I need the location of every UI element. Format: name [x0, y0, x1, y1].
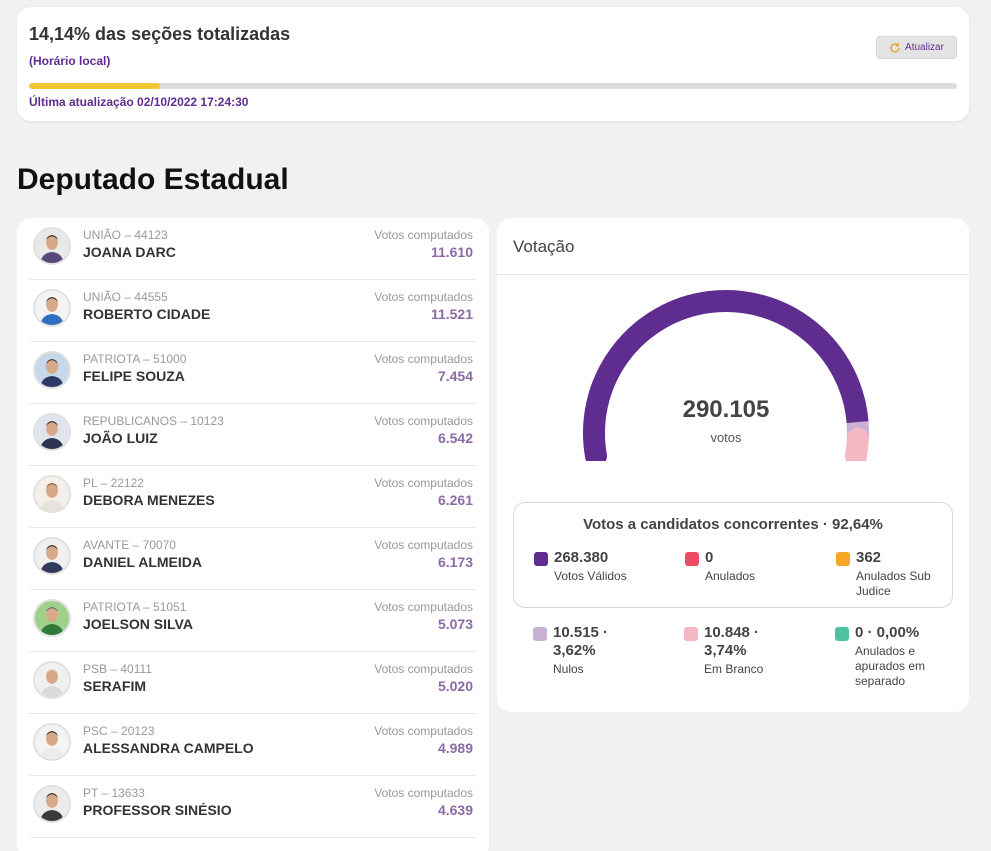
candidate-row[interactable]: PSC – 20123 ALESSANDRA CAMPELO Votos com…: [29, 714, 476, 776]
votes-computed-label: Votos computados: [374, 600, 473, 614]
candidate-party: UNIÃO – 44123: [83, 228, 168, 242]
gauge-segment-blank: [844, 427, 869, 461]
votes-computed-label: Votos computados: [374, 786, 473, 800]
candidate-row[interactable]: UNIÃO – 44123 JOANA DARC Votos computado…: [29, 218, 476, 280]
votes-computed-label: Votos computados: [374, 662, 473, 676]
stat-color-swatch: [533, 627, 547, 641]
section-title: Deputado Estadual: [17, 163, 289, 196]
stat-value: 268.380: [554, 549, 609, 566]
candidate-avatar: [33, 289, 71, 327]
summary-title: Votos a candidatos concorrentes · 92,64%: [583, 516, 883, 533]
candidate-avatar: [33, 537, 71, 575]
stat-color-swatch: [835, 627, 849, 641]
refresh-button[interactable]: Atualizar: [876, 36, 957, 59]
candidate-row[interactable]: PT – 13633 PROFESSOR SINÉSIO Votos compu…: [29, 776, 476, 838]
total-votes-value: 290.105: [682, 396, 770, 423]
candidate-avatar: [33, 475, 71, 513]
totalization-progress-fill: [29, 83, 161, 89]
votes-computed-label: Votos computados: [374, 538, 473, 552]
candidate-votes: 6.542: [437, 430, 473, 446]
stat-color-swatch: [836, 552, 850, 566]
stat-label: Em Branco: [704, 662, 764, 676]
stat-value: 362: [856, 549, 882, 566]
stat-value: 10.515 · 3,62%: [553, 624, 609, 659]
candidate-votes: 6.173: [437, 554, 473, 570]
stat-color-swatch: [684, 627, 698, 641]
voting-card: Votação 290.105 votos Votos a candidatos…: [497, 218, 969, 712]
sections-totalized-title: 14,14% das seções totalizadas: [29, 24, 291, 44]
voting-header: Votação: [497, 218, 969, 275]
votes-gauge: [583, 290, 869, 461]
candidate-name: PROFESSOR SINÉSIO: [83, 802, 232, 818]
votes-computed-label: Votos computados: [374, 414, 473, 428]
candidate-name: ROBERTO CIDADE: [83, 306, 211, 322]
candidate-party: PATRIOTA – 51000: [83, 352, 187, 366]
totalization-progress-bar: [29, 83, 957, 89]
candidate-name: JOANA DARC: [83, 244, 176, 260]
candidate-name: DEBORA MENEZES: [83, 492, 215, 508]
stat-label: Nulos: [553, 662, 584, 676]
votes-computed-label: Votos computados: [374, 724, 473, 738]
candidate-list: UNIÃO – 44123 JOANA DARC Votos computado…: [17, 218, 489, 851]
stat-label: Anulados Sub Judice: [856, 569, 931, 598]
candidate-votes: 6.261: [437, 492, 473, 508]
candidate-row[interactable]: PATRIOTA – 51051 JOELSON SILVA Votos com…: [29, 590, 476, 652]
stat-value: 0: [705, 549, 714, 566]
candidate-votes: 5.073: [437, 616, 473, 632]
stat-value: 10.848 · 3,74%: [704, 624, 760, 659]
stat-value: 0 · 0,00%: [855, 624, 920, 641]
votes-computed-label: Votos computados: [374, 290, 473, 304]
candidate-votes: 7.454: [437, 368, 473, 384]
candidate-votes: 4.989: [437, 740, 473, 756]
stat-label: Anulados e apurados em separado: [855, 644, 926, 688]
status-card: 14,14% das seções totalizadas (Horário l…: [17, 7, 969, 121]
votes-computed-label: Votos computados: [374, 228, 473, 242]
candidate-avatar: [33, 723, 71, 761]
candidate-row[interactable]: REPUBLICANOS – 10123 JOÃO LUIZ Votos com…: [29, 404, 476, 466]
candidate-avatar: [33, 785, 71, 823]
stat-label: Anulados: [705, 569, 756, 583]
competing-candidates-summary: Votos a candidatos concorrentes · 92,64%…: [513, 502, 953, 608]
candidate-row[interactable]: PATRIOTA – 51000 FELIPE SOUZA Votos comp…: [29, 342, 476, 404]
refresh-icon: [889, 42, 901, 54]
candidate-name: JOELSON SILVA: [83, 616, 193, 632]
candidate-name: FELIPE SOUZA: [83, 368, 185, 384]
stat-color-swatch: [534, 552, 548, 566]
voting-title: Votação: [513, 237, 575, 256]
candidate-party: PATRIOTA – 51051: [83, 600, 187, 614]
candidate-party: REPUBLICANOS – 10123: [83, 414, 224, 428]
candidate-row[interactable]: PSB – 40111 SERAFIM Votos computados 5.0…: [29, 652, 476, 714]
candidate-avatar: [33, 661, 71, 699]
candidate-avatar: [33, 227, 71, 265]
candidate-row[interactable]: PL – 22122 DEBORA MENEZES Votos computad…: [29, 466, 476, 528]
candidate-name: DANIEL ALMEIDA: [83, 554, 202, 570]
candidate-party: PSC – 20123: [83, 724, 155, 738]
candidate-row[interactable]: AVANTE – 70070 DANIEL ALMEIDA Votos comp…: [29, 528, 476, 590]
votes-computed-label: Votos computados: [374, 352, 473, 366]
refresh-label: Atualizar: [905, 42, 944, 53]
candidate-votes: 4.639: [437, 802, 473, 818]
candidate-votes: 11.610: [430, 244, 473, 260]
candidate-party: PT – 13633: [83, 786, 145, 800]
local-time-note: (Horário local): [29, 54, 111, 68]
votes-computed-label: Votos computados: [374, 476, 473, 490]
candidate-party: UNIÃO – 44555: [83, 290, 168, 304]
candidate-votes: 11.521: [430, 306, 473, 322]
candidate-name: SERAFIM: [83, 678, 146, 694]
gauge-segment-valid: [583, 290, 869, 461]
candidate-name: JOÃO LUIZ: [83, 430, 158, 446]
candidate-avatar: [33, 351, 71, 389]
candidate-avatar: [33, 599, 71, 637]
stat-color-swatch: [685, 552, 699, 566]
total-votes-unit: votos: [710, 430, 742, 445]
candidate-row[interactable]: UNIÃO – 44555 ROBERTO CIDADE Votos compu…: [29, 280, 476, 342]
candidate-votes: 5.020: [437, 678, 473, 694]
candidate-name: ALESSANDRA CAMPELO: [83, 740, 254, 756]
stat-label: Votos Válidos: [554, 569, 627, 583]
candidate-party: PSB – 40111: [83, 662, 152, 676]
last-update-text: Última atualização 02/10/2022 17:24:30: [29, 95, 249, 109]
candidate-party: AVANTE – 70070: [83, 538, 176, 552]
candidate-avatar: [33, 413, 71, 451]
candidate-party: PL – 22122: [83, 476, 144, 490]
